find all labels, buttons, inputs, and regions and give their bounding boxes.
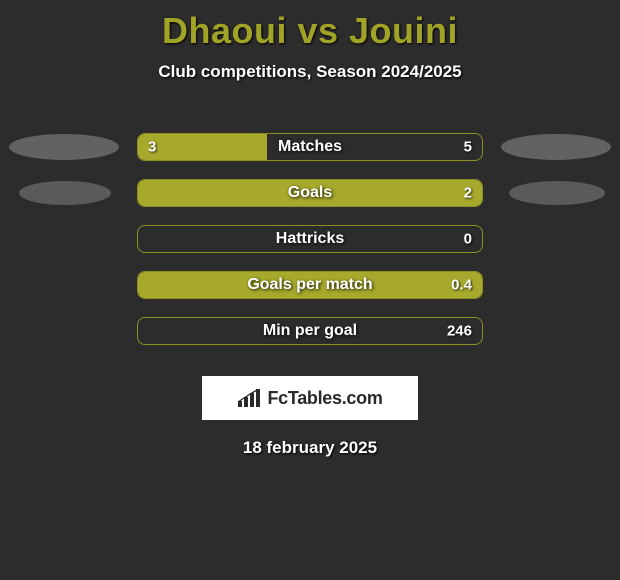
stat-row-hattricks: Hattricks 0: [0, 216, 620, 262]
stat-left-value: 3: [148, 139, 156, 156]
stat-bar-hattricks: Hattricks 0: [137, 225, 483, 253]
comparison-widget: Dhaoui vs Jouini Club competitions, Seas…: [0, 0, 620, 458]
stat-right-value: 246: [447, 323, 472, 340]
stat-right-value: 0.4: [451, 277, 472, 294]
stat-bar-gpm: Goals per match 0.4: [137, 271, 483, 299]
stat-bar-mpg: Min per goal 246: [137, 317, 483, 345]
subtitle: Club competitions, Season 2024/2025: [0, 62, 620, 82]
stat-row-matches: 3 Matches 5: [0, 124, 620, 170]
stat-right-value: 2: [464, 185, 472, 202]
stat-row-mpg: Min per goal 246: [0, 308, 620, 354]
player-ellipse-left-1: [9, 134, 119, 160]
stat-label: Goals per match: [247, 276, 372, 294]
stat-bar-goals: Goals 2: [137, 179, 483, 207]
logo-text: FcTables.com: [267, 388, 382, 409]
fctables-logo[interactable]: FcTables.com: [202, 376, 418, 420]
stat-right-value: 0: [464, 231, 472, 248]
stat-label: Min per goal: [263, 322, 357, 340]
update-date: 18 february 2025: [0, 438, 620, 458]
stat-row-gpm: Goals per match 0.4: [0, 262, 620, 308]
stat-bar-matches: 3 Matches 5: [137, 133, 483, 161]
stat-label: Hattricks: [276, 230, 344, 248]
stat-label: Matches: [278, 138, 342, 156]
stat-label: Goals: [288, 184, 332, 202]
stat-bar-fill: [138, 134, 267, 160]
stat-right-value: 5: [464, 139, 472, 156]
player-ellipse-right-1: [501, 134, 611, 160]
bar-chart-icon: [237, 388, 263, 408]
player-ellipse-right-2: [509, 181, 605, 205]
stat-row-goals: Goals 2: [0, 170, 620, 216]
page-title: Dhaoui vs Jouini: [0, 10, 620, 52]
player-ellipse-left-2: [19, 181, 111, 205]
